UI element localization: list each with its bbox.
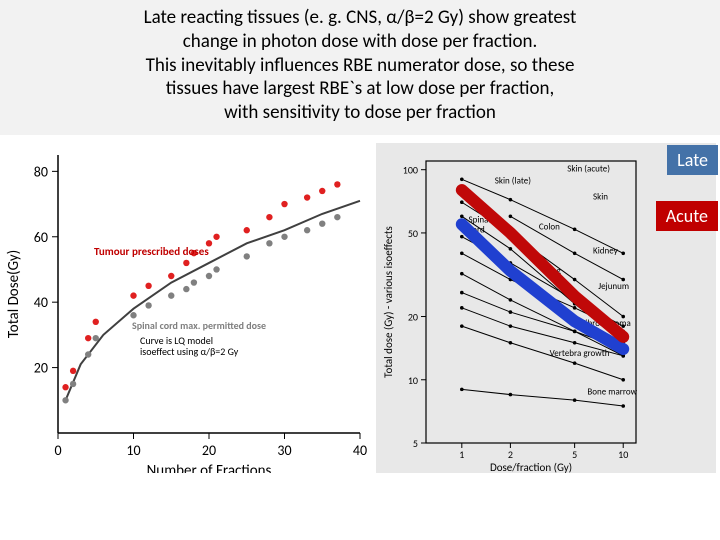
- svg-text:40: 40: [34, 294, 48, 311]
- svg-text:10: 10: [618, 448, 628, 461]
- svg-text:Number of Fractions: Number of Fractions: [147, 462, 272, 473]
- left-chart: 0 10 20 30 40 20 40 60 80 Number of Fractions Tota…: [0, 143, 370, 473]
- svg-text:Total Dose(Gy): Total Dose(Gy): [5, 250, 23, 338]
- svg-text:60: 60: [34, 229, 48, 246]
- svg-text:50: 50: [408, 227, 418, 240]
- svg-text:20: 20: [34, 359, 48, 376]
- header-line-2: change in photon dose with dose per frac…: [20, 30, 700, 54]
- svg-text:Skin: Skin: [593, 191, 608, 202]
- svg-text:20: 20: [202, 442, 216, 459]
- header-line-5: with sensitivity to dose per fraction: [20, 101, 700, 125]
- svg-text:Skin (acute): Skin (acute): [567, 163, 610, 174]
- header-line-4: tissues have largest RBE`s at low dose p…: [20, 77, 700, 101]
- svg-text:Colon: Colon: [539, 221, 560, 232]
- annot-spinal: Spinal cord max. permitted dose: [132, 319, 266, 332]
- svg-text:Bone marrow: Bone marrow: [587, 386, 637, 397]
- badge-late: Late: [667, 145, 718, 175]
- svg-text:Kidney: Kidney: [593, 245, 619, 256]
- annot-tumour: Tumour prescribed doses: [94, 245, 209, 258]
- annot-lq: Curve is LQ model isoeffect using α/β=2 …: [140, 335, 238, 357]
- svg-text:0: 0: [54, 442, 61, 459]
- svg-text:5: 5: [413, 437, 418, 450]
- badge-acute: Acute: [656, 201, 718, 231]
- svg-text:Dose/fraction (Gy): Dose/fraction (Gy): [490, 461, 572, 473]
- charts-row: 0 10 20 30 40 20 40 60 80 Number of Fractions Tota…: [0, 143, 720, 473]
- svg-text:10: 10: [126, 442, 140, 459]
- svg-text:40: 40: [353, 442, 367, 459]
- header-block: Late reacting tissues (e. g. CNS, α/β=2 …: [0, 0, 720, 135]
- annot-lq-2: isoeffect using α/β=2 Gy: [140, 346, 238, 357]
- header-line-3: This inevitably influences RBE numerator…: [20, 54, 700, 78]
- svg-text:Skin (late): Skin (late): [495, 175, 531, 186]
- header-line-1: Late reacting tissues (e. g. CNS, α/β=2 …: [20, 6, 700, 30]
- svg-text:80: 80: [34, 163, 48, 180]
- svg-text:30: 30: [277, 442, 291, 459]
- svg-text:10: 10: [408, 374, 418, 387]
- svg-text:Jejunum: Jejunum: [598, 281, 629, 292]
- svg-text:2: 2: [508, 448, 513, 461]
- svg-text:20: 20: [408, 310, 418, 323]
- svg-text:100: 100: [403, 163, 418, 176]
- svg-text:5: 5: [572, 448, 577, 461]
- right-chart: 1 2 5 10 5 10 20 50 100 Dose/fraction (Gy) Total d…: [376, 143, 716, 473]
- svg-text:Total dose (Gy) - various isoe: Total dose (Gy) - various isoeffects: [382, 226, 395, 378]
- svg-text:Vertebra growth: Vertebra growth: [550, 348, 610, 359]
- svg-text:1: 1: [459, 448, 464, 461]
